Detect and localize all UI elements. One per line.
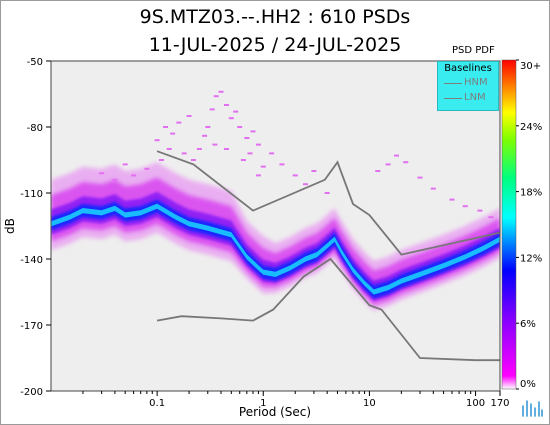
pdf-outlier-23 [99, 172, 105, 175]
legend-title: Baselines [444, 63, 492, 74]
pdf-outlier-39 [488, 216, 494, 219]
pdf-outlier-3 [205, 126, 211, 128]
pdf-outlier-31 [385, 163, 391, 166]
pdf-outlier-5 [213, 95, 219, 98]
colorbar-tick-label-4: 6% [520, 319, 536, 330]
chart-subtitle: 11-JUL-2025 / 24-JUL-2025 [148, 34, 402, 56]
pdf-outlier-18 [154, 139, 160, 142]
y-tick-label-5: -200 [20, 387, 43, 398]
pdf-outlier-13 [255, 143, 261, 146]
colorbar-tick-label-5: 0% [520, 379, 536, 390]
pdf-outlier-22 [112, 178, 118, 181]
y-tick-label-0: -50 [27, 57, 43, 68]
pdf-outlier-48 [159, 159, 165, 161]
x-axis-label: Period (Sec) [239, 405, 311, 419]
baseline-hnm [156, 150, 500, 256]
pdf-outlier-21 [122, 163, 128, 166]
legend-label-lnm: LNM [464, 92, 486, 103]
pdf-outlier-11 [244, 137, 250, 139]
pdf-outlier-17 [186, 115, 192, 117]
pdf-band-cyan [51, 203, 500, 295]
y-axis-label: dB [3, 218, 17, 234]
pdf-outlier-24 [269, 152, 275, 155]
pdf-outlier-29 [324, 192, 330, 194]
pdf-outlier-1 [190, 159, 196, 161]
colorbar-tick-label-2: 18% [520, 188, 542, 199]
pdf-outlier-44 [247, 152, 253, 155]
pdf-outlier-0 [181, 152, 187, 155]
pdf-outlier-45 [260, 165, 266, 168]
pdf-outlier-9 [233, 110, 239, 113]
y-tick-label-2: -110 [20, 189, 43, 200]
y-tick-label-4: -170 [20, 321, 43, 332]
y-axis: -50 -80 -110 -140 -170 -200 [20, 57, 51, 398]
pdf-outlier-14 [163, 126, 169, 128]
waveform-logo-icon [522, 400, 543, 417]
pdf-outlier-15 [170, 132, 176, 135]
pdf-density-layer [51, 90, 500, 311]
colorbar-tick-label-1: 24% [520, 122, 542, 133]
x-tick-label-3: 100 [466, 398, 485, 409]
y-tick-label-1: -80 [27, 123, 43, 134]
pdf-outlier-8 [228, 117, 234, 120]
chart-title: 9S.MTZ03.--.HH2 : 610 PSDs [139, 6, 411, 28]
plot-border [50, 60, 501, 392]
pdf-outlier-38 [477, 209, 483, 212]
colorbar-tick-label-0: 30+ [520, 61, 541, 72]
pdf-outlier-34 [417, 176, 423, 179]
pdf-outlier-7 [223, 104, 229, 106]
pdf-outlier-35 [430, 187, 436, 190]
pdf-outlier-46 [255, 174, 261, 177]
pdf-outlier-47 [166, 148, 172, 150]
pdf-band-purple [51, 191, 500, 301]
x-tick-label-2: 10 [363, 398, 376, 409]
pdf-outlier-28 [311, 170, 317, 172]
pdf-band-blue [51, 199, 500, 299]
pdf-outlier-40 [212, 143, 218, 146]
baseline-lnm [156, 257, 500, 362]
pdf-outlier-43 [240, 159, 246, 161]
pdf-outlier-30 [375, 170, 381, 172]
y-tick-label-3: -140 [20, 255, 43, 266]
pdf-outlier-19 [144, 167, 150, 170]
pdf-outlier-32 [393, 154, 399, 157]
colorbar-label: PSD PDF [452, 45, 495, 56]
baseline-layer [156, 150, 500, 362]
pdf-outlier-2 [196, 148, 202, 150]
x-tick-label-0: 0.1 [149, 398, 165, 409]
legend-item-hnm: HNM [444, 77, 498, 90]
pdf-outlier-25 [279, 163, 285, 166]
colorbar-tick-label-3: 12% [520, 253, 542, 264]
pdf-outlier-27 [303, 183, 309, 186]
pdf-outlier-6 [218, 90, 224, 93]
legend-item-lnm: LNM [444, 92, 498, 105]
pdf-outlier-37 [462, 205, 468, 208]
pdf-outlier-20 [131, 174, 137, 177]
x-axis: 0.1 1 10 100 170 [82, 391, 510, 409]
pdf-outlier-12 [250, 130, 256, 133]
legend-label-hnm: HNM [464, 77, 488, 88]
legend: Baselines HNM LNM [437, 61, 499, 111]
pdf-outlier-33 [403, 161, 409, 164]
pdf-outlier-26 [292, 174, 298, 177]
pdf-outlier-10 [237, 126, 243, 128]
colorbar [501, 59, 517, 390]
pdf-outlier-36 [449, 198, 455, 201]
pdf-outlier-41 [202, 134, 208, 137]
colorbar-ticks: 30+ 24% 18% 12% 6% 0% [516, 59, 542, 390]
pdf-outlier-16 [176, 121, 182, 124]
pdf-outlier-4 [209, 108, 215, 111]
x-tick-label-1: 1 [260, 398, 266, 409]
x-tick-label-4: 170 [490, 398, 509, 409]
pdf-outlier-42 [223, 148, 229, 150]
